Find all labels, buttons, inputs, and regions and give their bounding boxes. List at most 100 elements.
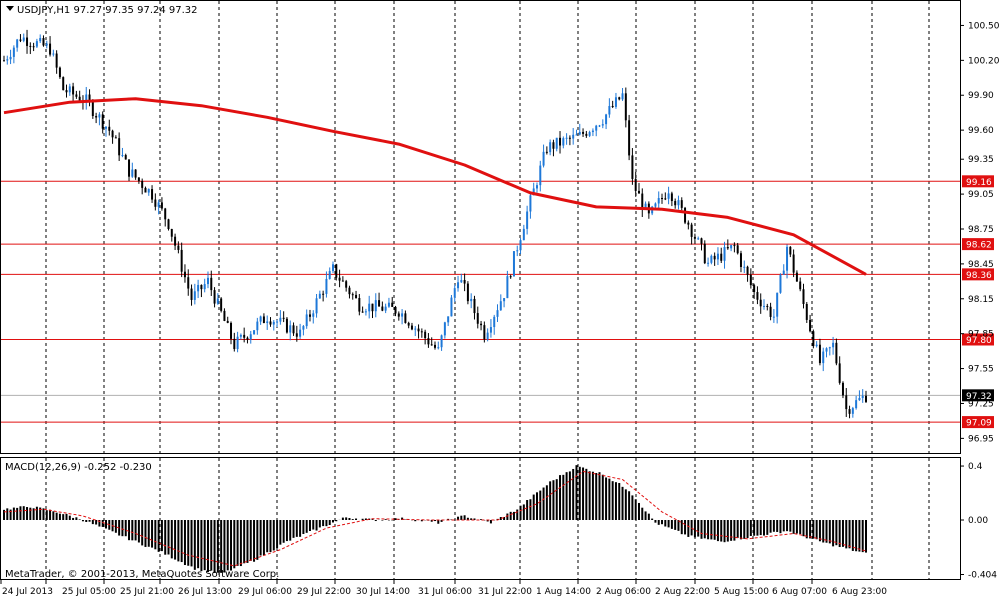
candle-body <box>124 155 127 160</box>
candle-body <box>414 328 417 330</box>
candle-body <box>338 277 341 281</box>
candle-body <box>848 409 851 414</box>
time-tick-label: 30 Jul 14:00 <box>356 587 410 597</box>
candle-body <box>509 276 512 278</box>
candle-body <box>88 94 91 102</box>
candle-body <box>147 189 150 193</box>
candle-body <box>72 86 75 95</box>
candle-body <box>598 125 601 127</box>
candle-body <box>575 134 578 136</box>
candle-body <box>295 333 298 337</box>
candle-body <box>253 330 256 335</box>
candle-body <box>206 277 209 285</box>
candle-body <box>78 96 81 102</box>
current-price-label: 97.32 <box>966 392 992 402</box>
candle-body <box>32 46 35 48</box>
candle-body <box>486 332 489 340</box>
candle-body <box>22 37 25 41</box>
candle-body <box>496 310 499 317</box>
price-tick-label: 97.55 <box>968 365 994 375</box>
candle-body <box>667 193 670 199</box>
candle-body <box>772 316 775 318</box>
candle-body <box>483 325 486 340</box>
candle-body <box>489 327 492 333</box>
candle-body <box>351 294 354 296</box>
candle-body <box>730 245 733 249</box>
candle-body <box>605 114 608 125</box>
candle-body <box>121 155 124 157</box>
candle-body <box>312 313 315 317</box>
candle-body <box>98 114 101 118</box>
candle-body <box>628 120 631 156</box>
candle-body <box>861 395 864 398</box>
candle-body <box>799 281 802 290</box>
candle-body <box>226 320 229 323</box>
candles <box>3 29 867 419</box>
candle-body <box>308 314 311 317</box>
candle-body <box>677 200 680 206</box>
candle-body <box>305 314 308 327</box>
price-tick-label: 97.25 <box>968 399 994 409</box>
candle-body <box>58 67 61 78</box>
candle-body <box>450 297 453 317</box>
candle-body <box>292 325 295 334</box>
time-tick-label: 31 Jul 22:00 <box>478 587 532 597</box>
candle-body <box>6 59 9 61</box>
candle-body <box>634 178 637 191</box>
candle-body <box>345 281 348 288</box>
candle-body <box>503 298 506 302</box>
candle-body <box>42 38 45 46</box>
candle-body <box>269 321 272 325</box>
candle-body <box>440 335 443 348</box>
candle-body <box>35 41 38 47</box>
candle-body <box>272 321 275 325</box>
time-tick-label: 6 Aug 23:00 <box>832 587 887 597</box>
candle-body <box>443 322 446 336</box>
candle-body <box>335 264 338 278</box>
candle-body <box>476 313 479 324</box>
candle-body <box>230 322 233 339</box>
candle-body <box>802 289 805 304</box>
candle-body <box>795 272 798 282</box>
candle-body <box>480 323 483 326</box>
candle-body <box>243 334 246 338</box>
candle-body <box>841 382 844 396</box>
candle-body <box>618 97 621 100</box>
candle-body <box>427 338 430 345</box>
candle-body <box>809 319 812 332</box>
candle-body <box>457 282 460 289</box>
candle-body <box>555 137 558 149</box>
moving-average-line <box>3 97 867 276</box>
candle-body <box>447 316 450 323</box>
candle-body <box>815 344 818 347</box>
candle-body <box>118 138 121 156</box>
candle-body <box>641 193 644 210</box>
candle-body <box>572 134 575 139</box>
candle-body <box>401 313 404 317</box>
candle-body <box>378 300 381 307</box>
candle-body <box>519 240 522 251</box>
candle-body <box>216 298 219 304</box>
candle-body <box>318 293 321 299</box>
candle-body <box>410 325 413 330</box>
candle-body <box>654 203 657 207</box>
candle-body <box>16 39 19 48</box>
candle-body <box>644 203 647 210</box>
time-tick-label: 2 Aug 06:00 <box>596 587 651 597</box>
candle-body <box>585 133 588 136</box>
candle-body <box>183 271 186 278</box>
level-label: 98.62 <box>966 241 992 251</box>
candle-body <box>114 137 117 139</box>
candle-body <box>233 338 236 350</box>
candle-body <box>68 86 71 93</box>
candle-body <box>716 253 719 260</box>
price-tick-label: 96.95 <box>968 434 994 444</box>
candle-body <box>818 344 821 364</box>
candle-body <box>111 130 114 138</box>
candle-body <box>358 297 361 312</box>
candle-body <box>128 159 131 177</box>
level-label-box <box>962 333 994 346</box>
dropdown-triangle-icon[interactable] <box>6 6 14 11</box>
